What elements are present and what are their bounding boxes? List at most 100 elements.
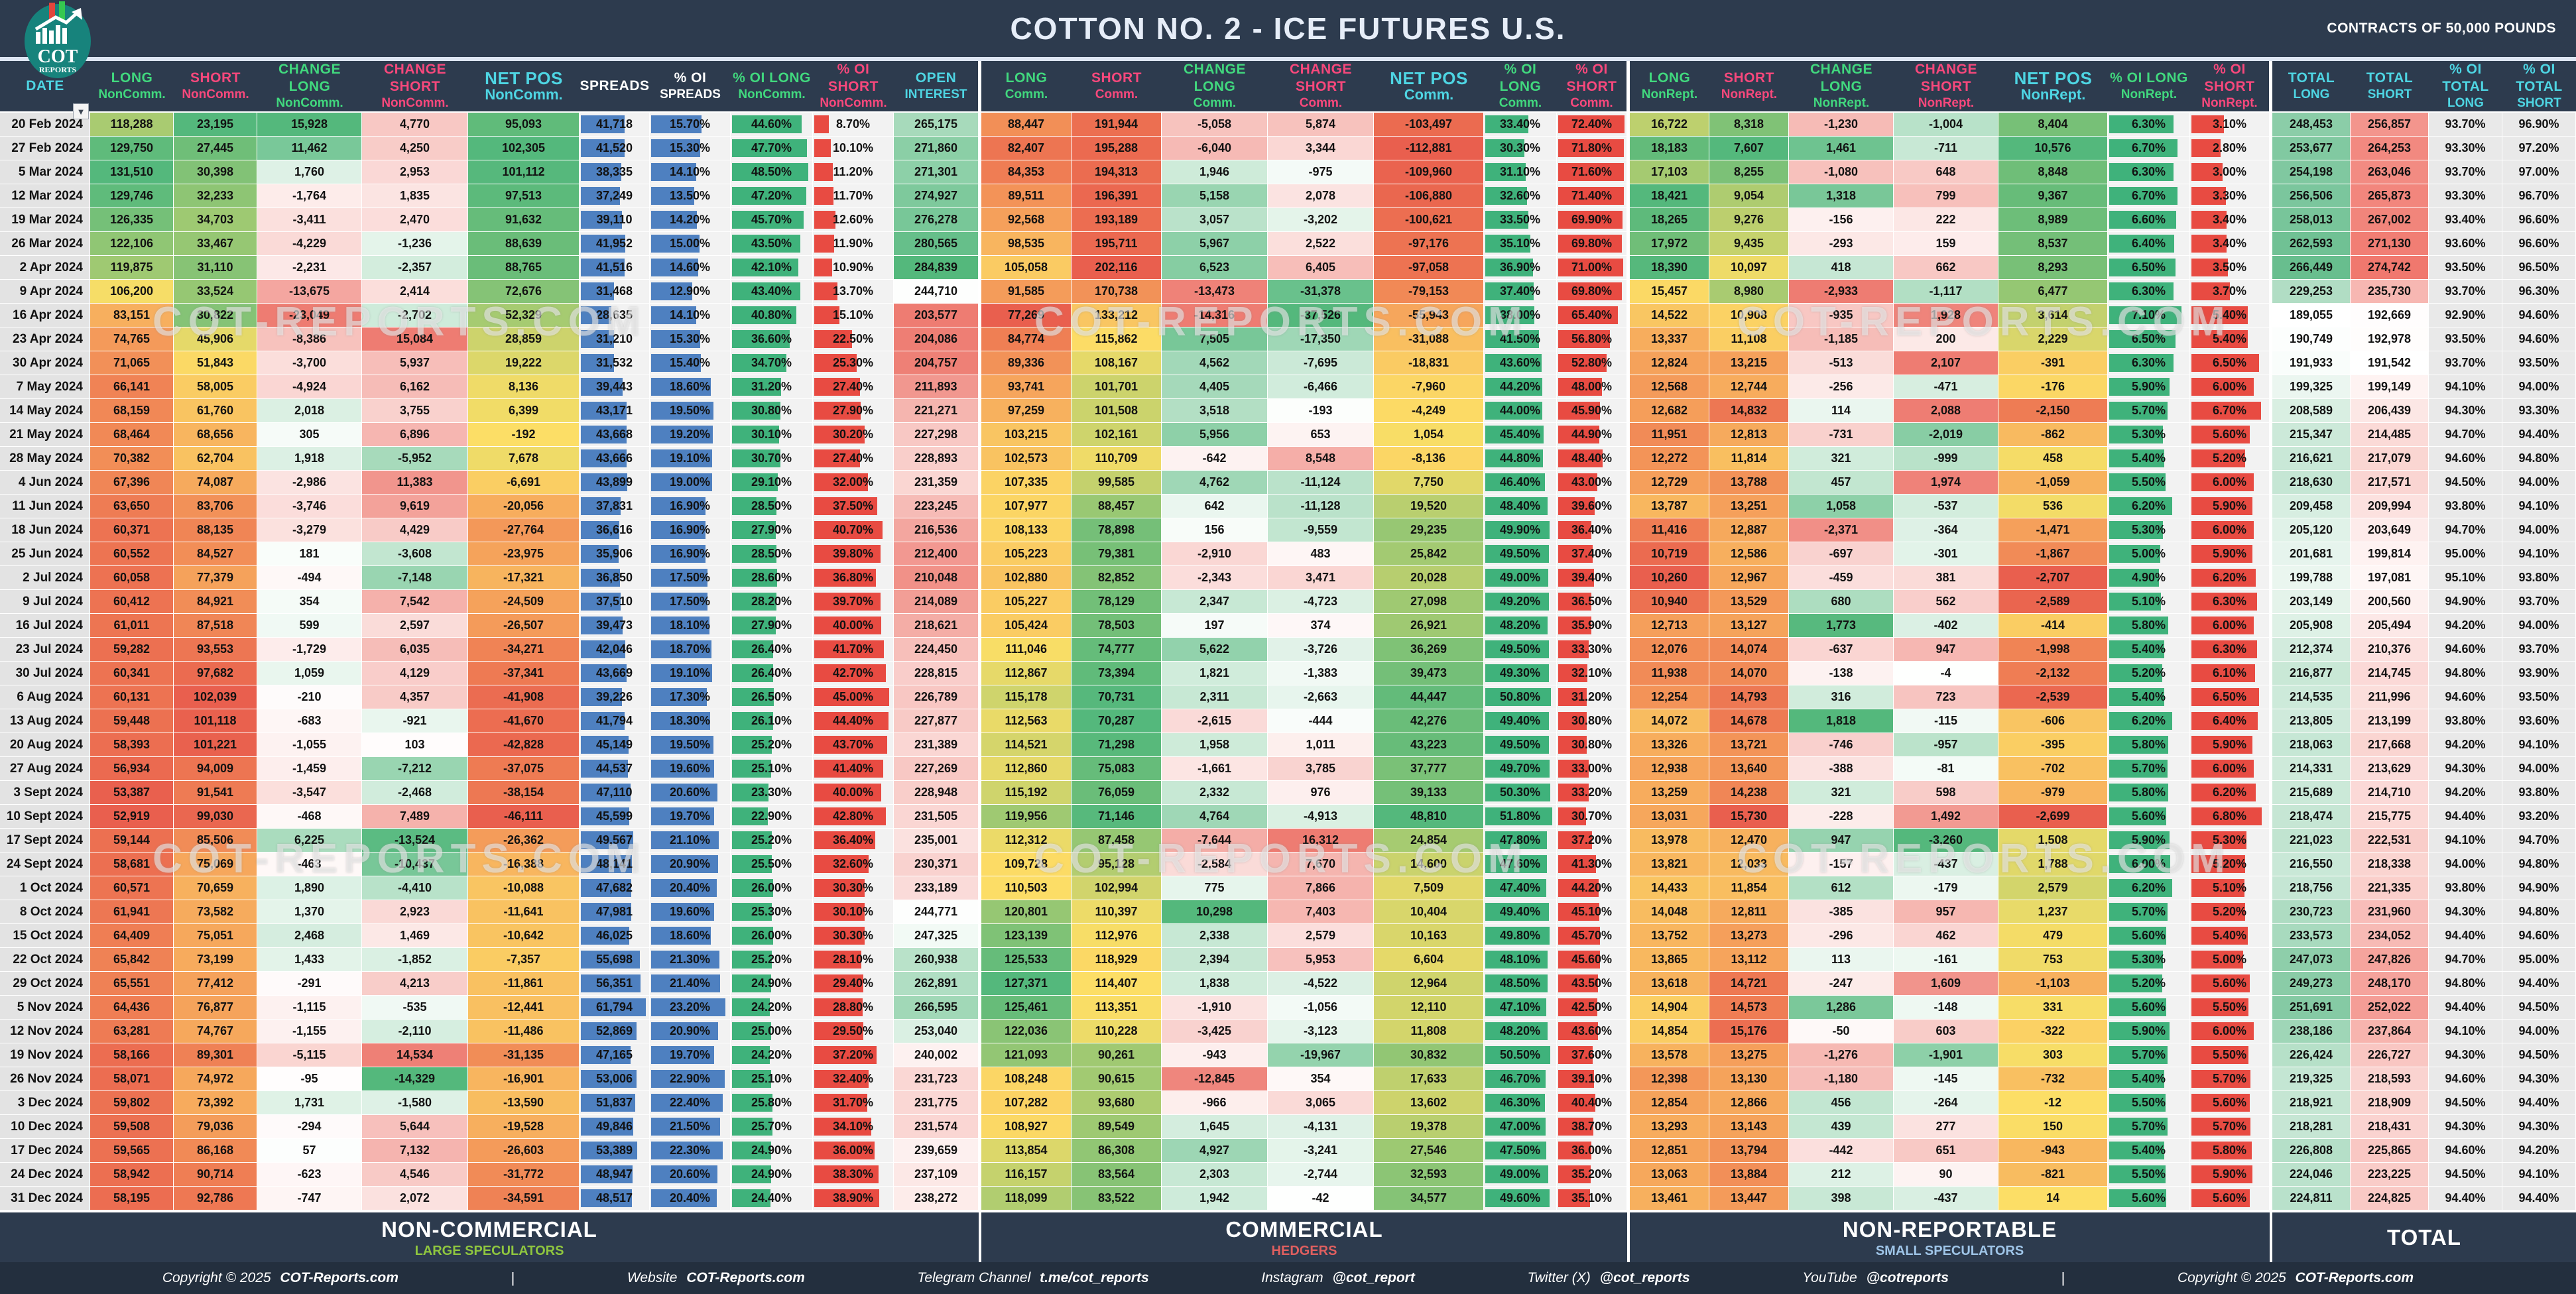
cell-short-comm: 78,898 (1072, 518, 1162, 542)
cell-short-nonrept: 14,070 (1709, 662, 1789, 685)
data-bar (581, 545, 619, 563)
cell-netpos-comm: -31,088 (1374, 327, 1484, 351)
cell-oi-total-short-pct: 94.10% (2502, 1163, 2576, 1187)
cell-netpos-comm: 26,921 (1374, 614, 1484, 638)
cell-oi-short-nonrept-pct: 5.70% (2190, 1067, 2272, 1091)
cell-short-nonrept: 13,640 (1709, 757, 1789, 781)
data-bar (2109, 974, 2162, 992)
cell-oi-spreads-pct: 14.20% (650, 208, 731, 232)
cell-short-comm: 83,564 (1072, 1163, 1162, 1187)
data-bar (814, 235, 834, 253)
cell-total-long: 216,877 (2272, 662, 2351, 685)
cell-change-short-nonrept: 1,974 (1894, 471, 1998, 495)
column-header-oi-spreads-pct: % OI SPREADS (650, 61, 731, 113)
cell-total-long: 258,013 (2272, 208, 2351, 232)
cell-short-noncomm: 75,051 (174, 924, 257, 948)
cell-open-interest: 247,325 (894, 924, 981, 948)
cell-short-noncomm: 75,069 (174, 853, 257, 876)
data-bar (814, 521, 883, 539)
data-bar (814, 1022, 864, 1040)
cell-change-short-comm: -4,522 (1268, 972, 1374, 996)
cell-total-short: 234,052 (2351, 924, 2429, 948)
cell-change-long-comm: 7,505 (1162, 327, 1268, 351)
cell-short-noncomm: 99,030 (174, 805, 257, 829)
cell-netpos-comm: 12,110 (1374, 996, 1484, 1020)
cell-oi-spreads-pct: 20.60% (650, 781, 731, 805)
data-bar (2191, 497, 2253, 515)
cell-long-nonrept: 12,568 (1630, 375, 1709, 399)
cell-oi-short-nonrept-pct: 5.20% (2190, 853, 2272, 876)
data-bar (814, 473, 868, 491)
cell-short-noncomm: 68,656 (174, 423, 257, 447)
cell-short-noncomm: 101,221 (174, 733, 257, 757)
footer-item[interactable]: Copyright © 2025 COT-Reports.com (162, 1270, 399, 1285)
cell-oi-short-nonrept-pct: 6.80% (2190, 805, 2272, 829)
cell-oi-long-noncomm-pct: 24.40% (731, 1187, 813, 1210)
data-bar (1558, 855, 1597, 873)
data-bar (1558, 569, 1595, 587)
cell-total-short: 252,022 (2351, 996, 2429, 1020)
footer-item[interactable]: Instagram @cot_report (1261, 1270, 1415, 1285)
cell-oi-spreads-pct: 18.30% (650, 709, 731, 733)
footer-item[interactable]: Telegram Channel t.me/cot_reports (917, 1270, 1149, 1285)
date-filter-icon[interactable]: ▼ (73, 103, 89, 119)
cell-oi-total-short-pct: 94.50% (2502, 1043, 2576, 1067)
data-bar (651, 378, 711, 396)
cell-spreads: 36,616 (580, 518, 650, 542)
cell-oi-long-nonrept-pct: 5.70% (2108, 900, 2190, 924)
cell-oi-long-comm-pct: 31.10% (1484, 160, 1557, 184)
cell-oi-long-noncomm-pct: 28.60% (731, 566, 813, 590)
cell-netpos-comm: -18,831 (1374, 351, 1484, 375)
cell-netpos-comm: -109,960 (1374, 160, 1484, 184)
footer-item[interactable]: Website COT-Reports.com (627, 1270, 805, 1285)
data-bar (651, 617, 709, 634)
cell-total-long: 218,474 (2272, 805, 2351, 829)
cell-oi-total-short-pct: 93.70% (2502, 638, 2576, 662)
cell-oi-long-comm-pct: 48.50% (1484, 972, 1557, 996)
data-bar (651, 282, 693, 300)
data-bar (1485, 187, 1528, 205)
cell-oi-short-nonrept-pct: 5.90% (2190, 733, 2272, 757)
cell-oi-long-nonrept-pct: 6.50% (2108, 327, 2190, 351)
cell-change-short-nonrept: 648 (1894, 160, 1998, 184)
footer-item[interactable]: Twitter (X) @cot_reports (1527, 1270, 1690, 1285)
cell-open-interest: 239,659 (894, 1139, 981, 1163)
cell-change-long-nonrept: 1,773 (1789, 614, 1894, 638)
cell-short-comm: 195,288 (1072, 137, 1162, 160)
cell-long-comm: 112,563 (981, 709, 1072, 733)
data-bar (651, 736, 714, 754)
cell-netpos-noncomm: -11,861 (468, 972, 580, 996)
data-bar (2191, 378, 2254, 396)
cell-short-comm: 110,397 (1072, 900, 1162, 924)
footer-item[interactable]: Copyright © 2025 COT-Reports.com (2177, 1270, 2414, 1285)
cell-change-long-nonrept: 398 (1789, 1187, 1894, 1210)
cell-oi-total-short-pct: 94.10% (2502, 542, 2576, 566)
cell-oi-long-noncomm-pct: 24.90% (731, 1163, 813, 1187)
cell-total-long: 201,681 (2272, 542, 2351, 566)
cell-change-short-noncomm: -14,329 (362, 1067, 468, 1091)
cell-oi-long-nonrept-pct: 5.70% (2108, 757, 2190, 781)
cell-oi-short-comm-pct: 36.50% (1557, 590, 1630, 614)
cell-oi-long-nonrept-pct: 5.90% (2108, 1020, 2190, 1043)
cell-oi-long-nonrept-pct: 6.30% (2108, 160, 2190, 184)
bar-chart-icon (34, 8, 82, 44)
cell-oi-short-nonrept-pct: 6.00% (2190, 1020, 2272, 1043)
cell-short-nonrept: 14,721 (1709, 972, 1789, 996)
cell-open-interest: 265,175 (894, 113, 981, 137)
data-bar (814, 1165, 879, 1183)
cell-total-long: 226,424 (2272, 1043, 2351, 1067)
cell-short-comm: 202,116 (1072, 256, 1162, 280)
cell-change-short-noncomm: -1,580 (362, 1091, 468, 1115)
footer-item[interactable]: YouTube @cotreports (1802, 1270, 1949, 1285)
data-bar (732, 664, 774, 682)
cell-short-nonrept: 14,238 (1709, 781, 1789, 805)
cell-long-noncomm: 119,875 (90, 256, 174, 280)
cell-oi-short-comm-pct: 39.10% (1557, 1067, 1630, 1091)
table-row: 5 Mar 2024 131,510 30,398 1,760 2,953 101,112… (0, 160, 2576, 184)
cell-oi-long-nonrept-pct: 5.50% (2108, 1163, 2190, 1187)
cell-oi-long-nonrept-pct: 5.40% (2108, 447, 2190, 471)
cell-oi-long-comm-pct: 47.00% (1484, 1115, 1557, 1139)
cell-oi-long-nonrept-pct: 5.50% (2108, 471, 2190, 495)
cell-short-nonrept: 13,884 (1709, 1163, 1789, 1187)
cell-long-nonrept: 14,433 (1630, 876, 1709, 900)
